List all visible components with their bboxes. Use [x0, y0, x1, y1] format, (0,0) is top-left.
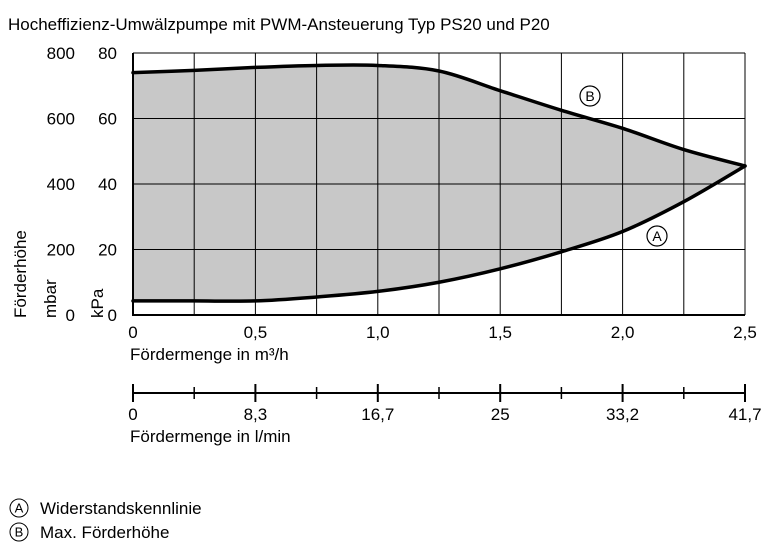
legend: A Widerstandskennlinie B Max. Förderhöhe — [9, 498, 202, 542]
y-unit-kpa: kPa — [88, 288, 107, 318]
curves — [131, 63, 747, 303]
y-tick-mbar: 0 — [66, 306, 75, 325]
x2-tick-label: 0 — [128, 405, 137, 424]
marker-max-head: B — [579, 85, 601, 107]
x-tick-label: 2,5 — [733, 323, 757, 342]
x-tick-label: 2,0 — [611, 323, 635, 342]
marker-circle — [646, 225, 668, 247]
curve-resistance — [131, 164, 747, 303]
y-tick-kpa: 0 — [108, 306, 117, 325]
x-tick-label: 0,5 — [244, 323, 268, 342]
y-tick-kpa: 80 — [98, 44, 117, 63]
legend-marker-circle — [9, 522, 29, 542]
x-tick-label: 0 — [128, 323, 137, 342]
y-tick-mbar: 600 — [47, 110, 75, 129]
marker-resistance: A — [646, 225, 668, 247]
y-tick-mbar: 200 — [47, 241, 75, 260]
legend-label: Widerstandskennlinie — [40, 499, 202, 518]
legend-label: Max. Förderhöhe — [40, 523, 169, 542]
marker-letter: B — [585, 88, 594, 104]
legend-item: B Max. Förderhöhe — [9, 522, 169, 542]
y-tick-kpa: 40 — [98, 175, 117, 194]
legend-marker-circle — [9, 498, 29, 518]
legend-marker-letter: A — [15, 501, 24, 516]
x-axis-ticks: 0 0,5 1,0 1,5 2,0 2,5 — [128, 323, 757, 342]
legend-item: A Widerstandskennlinie — [9, 498, 202, 518]
legend-marker-letter: B — [15, 525, 24, 540]
x-axis-label: Fördermenge in m³/h — [130, 345, 289, 364]
y-axis-label: Förderhöhe — [11, 230, 30, 318]
x2-tick-label: 8,3 — [244, 405, 268, 424]
grid-lines — [132, 52, 746, 316]
y-tick-mbar: 800 — [47, 44, 75, 63]
curve-markers: BA — [579, 85, 668, 247]
x2-tick-label: 16,7 — [361, 405, 394, 424]
x2-axis-label: Fördermenge in l/min — [130, 427, 291, 446]
x2-tick-label: 33,2 — [606, 405, 639, 424]
y-tick-mbar: 400 — [47, 175, 75, 194]
y-tick-kpa: 20 — [98, 241, 117, 260]
y-axis-ticks: 0 0 200 20 400 40 600 60 800 80 — [47, 44, 117, 325]
marker-circle — [579, 85, 601, 107]
x-tick-label: 1,5 — [488, 323, 512, 342]
marker-letter: A — [652, 228, 662, 244]
x-tick-label: 1,0 — [366, 323, 390, 342]
chart-title: Hocheffizienz-Umwälzpumpe mit PWM-Ansteu… — [8, 15, 550, 34]
curve-max-head — [131, 63, 747, 168]
x2-tick-label: 25 — [491, 405, 510, 424]
secondary-x-axis: 0 8,3 16,7 25 33,2 41,7 — [128, 384, 762, 424]
y-unit-mbar: mbar — [41, 279, 60, 318]
x2-tick-label: 41,7 — [728, 405, 761, 424]
y-tick-kpa: 60 — [98, 110, 117, 129]
